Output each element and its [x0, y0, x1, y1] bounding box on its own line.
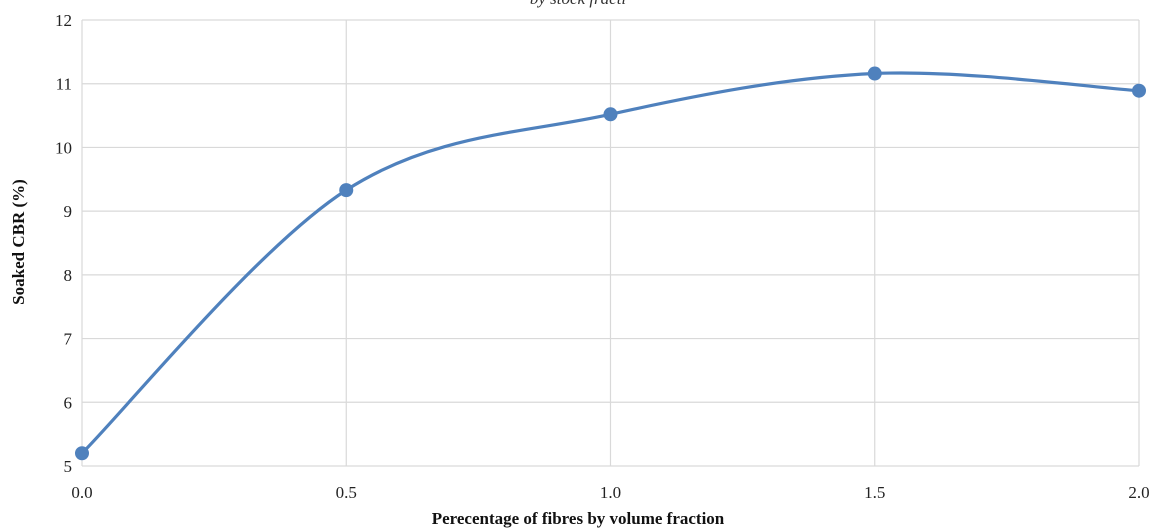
- y-tick-label: 7: [64, 330, 73, 349]
- x-tick-label: 0.0: [71, 483, 92, 502]
- y-axis-title: Soaked CBR (%): [9, 179, 28, 305]
- y-tick-label: 11: [56, 75, 72, 94]
- x-tick-label: 0.5: [336, 483, 357, 502]
- data-point: [75, 446, 89, 461]
- chart-title: by stock fracti: [530, 0, 627, 8]
- data-point: [339, 183, 354, 198]
- y-tick-label: 6: [64, 393, 73, 412]
- grid: [81, 19, 1140, 467]
- y-tick-label: 8: [64, 266, 73, 285]
- y-tick-label: 10: [55, 138, 72, 157]
- x-tick-label: 1.0: [600, 483, 621, 502]
- x-axis-title: Perecentage of fibres by volume fraction: [432, 509, 725, 528]
- data-point: [867, 66, 882, 81]
- series-group: [75, 66, 1146, 461]
- x-tick-label: 2.0: [1128, 483, 1149, 502]
- data-point: [603, 107, 618, 122]
- series-line: [80, 71, 1141, 455]
- y-tick-label: 5: [64, 457, 73, 476]
- x-tick-label: 1.5: [864, 483, 885, 502]
- tick-labels: 5 6 7 8 9 10 11 12 0.0 0.5 1.0 1.5 2.0: [55, 11, 1150, 502]
- data-point: [1132, 83, 1146, 98]
- y-tick-label: 12: [55, 11, 72, 30]
- y-tick-label: 9: [64, 202, 73, 221]
